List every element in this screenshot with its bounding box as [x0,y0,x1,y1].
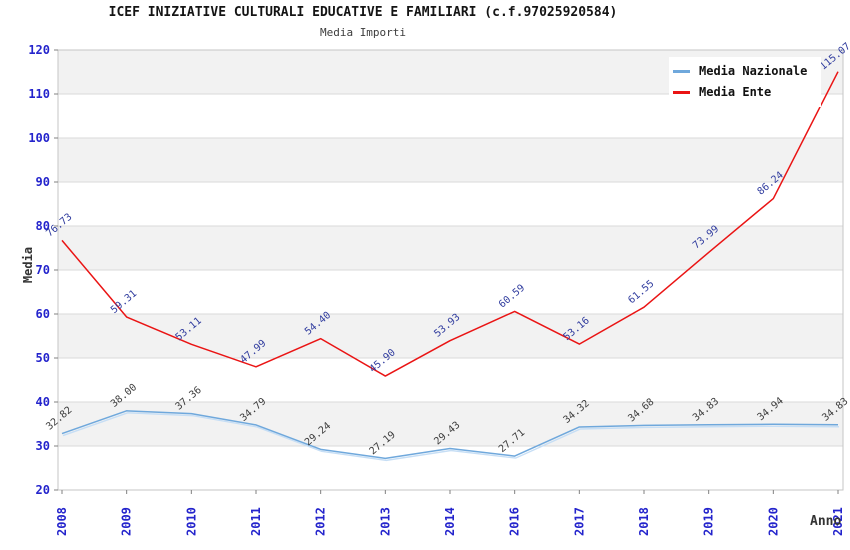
plot-band [58,226,843,270]
plot-band [58,446,843,490]
legend-line-swatch-icon [673,69,690,73]
plot-band [58,358,843,402]
legend-label: Media Nazionale [699,64,808,78]
y-tick-label: 50 [36,351,50,365]
x-tick-label: 2012 [314,507,328,536]
legend-line-swatch-icon [673,90,690,94]
y-tick-label: 70 [36,263,50,277]
plot-band [58,270,843,314]
chart-legend: Media Nazionale Media Ente [669,57,821,107]
plot-band [58,138,843,182]
x-tick-label: 2018 [637,507,651,536]
x-tick-label: 2021 [831,507,845,536]
x-tick-label: 2016 [508,507,522,536]
x-tick-label: 2010 [184,507,198,536]
series-line-media-nazionale [61,410,839,460]
y-axis-title: Media [21,246,35,284]
plot-band [58,314,843,358]
legend-item-media-nazionale: Media Nazionale [673,64,817,78]
y-tick-label: 30 [36,439,50,453]
x-tick-label: 2020 [766,507,780,536]
x-axis-title: Anno [810,514,842,529]
chart-title: ICEF INIZIATIVE CULTURALI EDUCATIVE E FA… [108,5,618,20]
x-tick-label: 2008 [55,507,69,536]
x-tick-label: 2009 [120,507,134,536]
y-tick-label: 40 [36,395,50,409]
series-line-media-ente [61,71,839,377]
y-tick-label: 80 [36,219,50,233]
y-tick-label: 120 [28,43,50,57]
series-halo-media-nazionale [62,412,840,462]
legend-item-media-ente: Media Ente [673,85,817,99]
x-tick-label: 2019 [702,507,716,536]
y-tick-label: 20 [36,483,50,497]
x-tick-label: 2017 [572,507,586,536]
y-tick-label: 60 [36,307,50,321]
y-tick-label: 100 [28,131,50,145]
y-tick-label: 90 [36,175,50,189]
plot-band [58,182,843,226]
chart-subtitle: Media Importi [319,26,407,39]
x-tick-label: 2014 [443,507,457,536]
legend-label: Media Ente [699,85,772,99]
y-tick-label: 110 [28,87,50,101]
x-tick-label: 2011 [249,507,263,536]
x-tick-label: 2013 [378,507,392,536]
